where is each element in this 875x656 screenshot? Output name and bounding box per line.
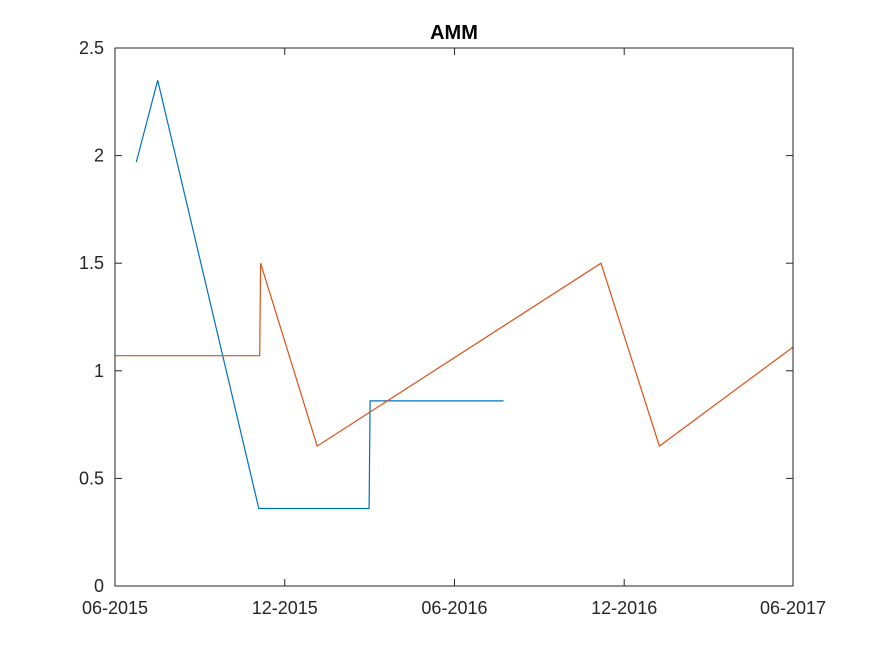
y-tick-label: 0.5 [79, 468, 104, 488]
x-axis: 06-2015 12-2015 06-2016 12-2016 06-2017 [82, 48, 826, 618]
y-tick-label: 0 [94, 576, 104, 596]
y-tick-label: 2 [94, 146, 104, 166]
y-tick-label: 1 [94, 361, 104, 381]
x-tick-label: 06-2016 [421, 598, 487, 618]
x-tick-label: 06-2015 [82, 598, 148, 618]
y-tick-label: 1.5 [79, 253, 104, 273]
series-line-2 [115, 262, 794, 448]
series-line-1 [135, 80, 504, 510]
x-tick-label: 12-2016 [591, 598, 657, 618]
series-layer [115, 80, 794, 510]
plot-area [115, 48, 793, 586]
y-axis: 0 0.5 1 1.5 2 2.5 [79, 38, 793, 596]
chart-title: AMM [430, 22, 478, 44]
x-tick-label: 12-2015 [252, 598, 318, 618]
y-tick-label: 2.5 [79, 38, 104, 58]
x-tick-label: 06-2017 [760, 598, 826, 618]
